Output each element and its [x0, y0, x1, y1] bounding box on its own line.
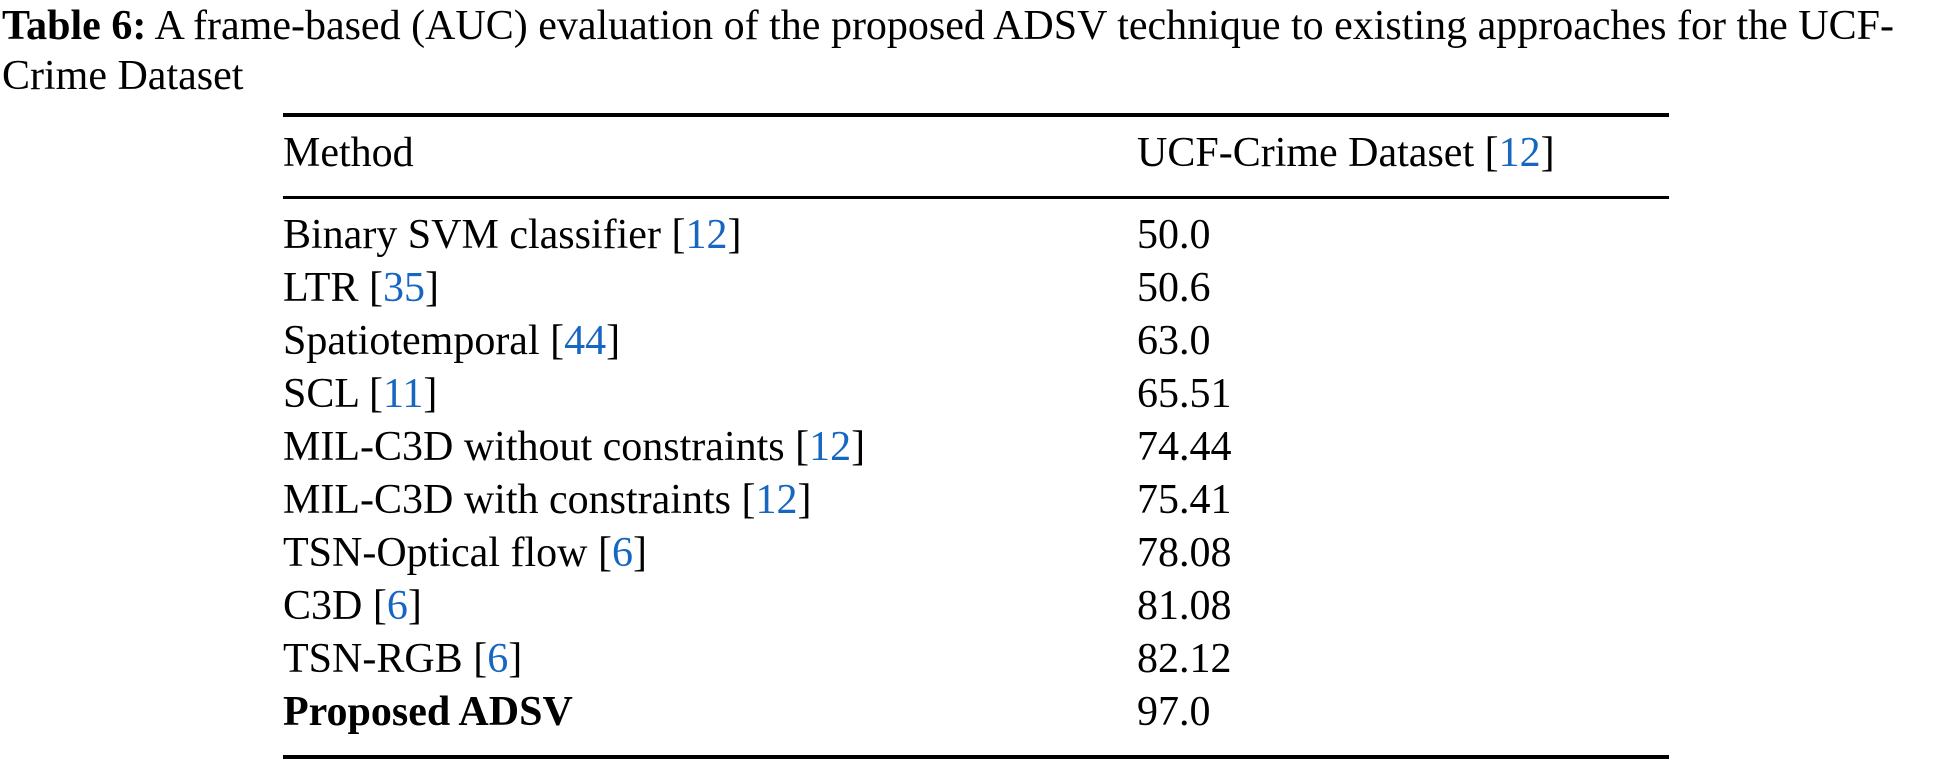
auc-value-cell: 82.12	[1137, 636, 1232, 682]
auc-value-cell: 65.51	[1137, 371, 1232, 417]
table-row: MIL-C3D with constraints [12] 75.41	[283, 474, 1669, 527]
citation-link[interactable]: 12	[685, 212, 728, 258]
method-cell: Spatiotemporal [44]	[283, 318, 621, 364]
auc-value-cell: 63.0	[1137, 318, 1211, 364]
auc-value-cell: 97.0	[1137, 689, 1211, 735]
method-column-header: Method	[283, 115, 1137, 199]
dataset-header-label: UCF-Crime Dataset	[1137, 130, 1475, 176]
table-row: LTR [35] 50.6	[283, 262, 1669, 315]
table-row: Proposed ADSV 97.0	[283, 686, 1669, 757]
citation-link[interactable]: 6	[487, 636, 509, 682]
table-row: MIL-C3D without constraints [12] 74.44	[283, 421, 1669, 474]
table-row: SCL [11] 65.51	[283, 368, 1669, 421]
table-row: Binary SVM classifier [12] 50.0	[283, 198, 1669, 263]
auc-value-cell: 50.0	[1137, 212, 1211, 258]
auc-value-cell: 75.41	[1137, 477, 1232, 523]
table-row: Spatiotemporal [44] 63.0	[283, 315, 1669, 368]
table-header: Method UCF-Crime Dataset [12]	[283, 115, 1669, 199]
table-body: Binary SVM classifier [12] 50.0 LTR [35] 50…	[283, 198, 1669, 758]
citation-link[interactable]: 6	[386, 583, 408, 629]
citation-link[interactable]: 6	[611, 530, 633, 576]
auc-value-cell: 81.08	[1137, 583, 1232, 629]
auc-value-cell: 78.08	[1137, 530, 1232, 576]
caption-label: Table 6:	[2, 3, 147, 49]
dataset-column-header: UCF-Crime Dataset [12]	[1137, 115, 1669, 199]
citation-link[interactable]: 12	[755, 477, 798, 523]
citation-link[interactable]: 44	[564, 318, 607, 364]
dataset-header-citation-brackets: [12]	[1484, 130, 1555, 176]
table-caption: Table 6: A frame-based (AUC) evaluation …	[2, 2, 1954, 101]
method-cell: LTR [35]	[283, 265, 439, 311]
method-cell: Proposed ADSV	[283, 689, 573, 735]
method-cell: SCL [11]	[283, 371, 438, 417]
auc-value-cell: 74.44	[1137, 424, 1232, 470]
citation-link[interactable]: 35	[382, 265, 425, 311]
results-table: Method UCF-Crime Dataset [12] Binary SVM…	[283, 113, 1669, 759]
method-cell: Binary SVM classifier [12]	[283, 212, 742, 258]
citation-link[interactable]: 11	[382, 371, 424, 417]
results-table-wrapper: Method UCF-Crime Dataset [12] Binary SVM…	[283, 113, 1669, 759]
citation-link[interactable]: 12	[1498, 130, 1541, 176]
method-cell: C3D [6]	[283, 583, 422, 629]
table-row: C3D [6] 81.08	[283, 580, 1669, 633]
method-cell: MIL-C3D with constraints [12]	[283, 477, 812, 523]
method-cell: TSN-Optical flow [6]	[283, 530, 647, 576]
method-cell: TSN-RGB [6]	[283, 636, 523, 682]
table-row: TSN-Optical flow [6] 78.08	[283, 527, 1669, 580]
table-row: TSN-RGB [6] 82.12	[283, 633, 1669, 686]
auc-value-cell: 50.6	[1137, 265, 1211, 311]
caption-text: A frame-based (AUC) evaluation of the pr…	[2, 3, 1894, 99]
method-cell: MIL-C3D without constraints [12]	[283, 424, 866, 470]
header-row: Method UCF-Crime Dataset [12]	[283, 115, 1669, 199]
citation-link[interactable]: 12	[809, 424, 852, 470]
